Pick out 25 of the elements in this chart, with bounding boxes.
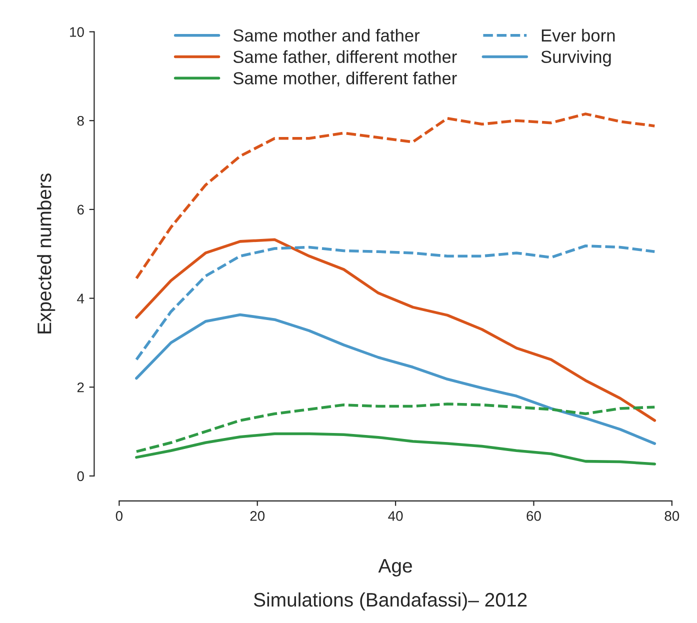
legend-label: Same father, different mother [233,50,457,66]
line-series [135,244,656,361]
y-tick-label: 8 [77,116,84,126]
x-tick-label: 40 [388,511,403,521]
line-series [135,112,656,280]
line-series [135,238,656,422]
legend-label: Same mother, different father [233,72,457,86]
annotation: Ever born [542,28,615,42]
line-series [135,402,656,453]
annotation: Surviving [541,50,611,66]
x-tick-label: 60 [526,511,541,521]
y-tick-label: 10 [70,27,84,37]
line-series [135,432,656,466]
line-series [135,313,656,445]
x-tick-label: 20 [250,511,265,521]
y-tick-label: 0 [77,471,84,482]
y-axis-title: Expected numbers [37,174,56,334]
legend-label: Same mother and father [233,28,420,42]
x-axis-title: Age [378,559,412,576]
y-tick-label: 6 [77,204,84,215]
x-tick-label: 80 [664,511,680,521]
y-tick-label: 2 [77,382,84,392]
text: Simulations (Bandafassi)– 2012 [254,592,527,611]
y-tick-label: 4 [77,294,84,304]
x-tick-label: 0 [116,511,123,521]
